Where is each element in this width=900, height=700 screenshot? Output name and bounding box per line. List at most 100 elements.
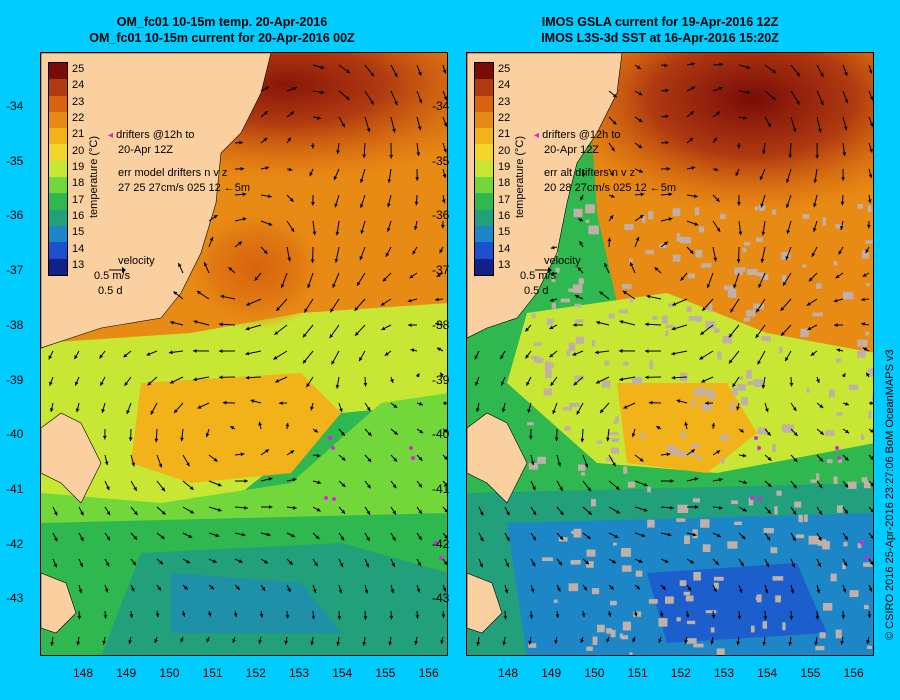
missing-data-pixel — [681, 430, 685, 440]
current-vector-head — [340, 536, 345, 541]
right-error-stats: err alt drifters n v z 20 28 27cm/s 025 … — [544, 166, 676, 196]
colorbar-segment — [49, 111, 67, 129]
current-vector-head — [639, 457, 644, 462]
current-vector-head — [442, 69, 447, 74]
current-vector-head — [689, 249, 694, 254]
current-vector-head — [596, 320, 600, 325]
current-vector-head — [862, 347, 867, 352]
current-vector-head — [393, 457, 398, 462]
current-vector-head — [572, 352, 577, 356]
left-green-band — [41, 393, 447, 533]
colorbar-tick-label: 23 — [498, 95, 511, 108]
current-vector-head — [761, 384, 766, 389]
current-vector-head — [869, 122, 873, 127]
missing-data-pixel — [652, 315, 658, 320]
latitude-tick-label: -35 — [432, 153, 450, 168]
missing-data-pixel — [724, 285, 734, 291]
missing-data-pixel — [861, 477, 868, 483]
missing-data-pixel — [531, 313, 536, 319]
missing-data-pixel — [705, 610, 717, 614]
latitude-tick-label: -42 — [6, 536, 24, 551]
current-vector-head — [844, 509, 848, 514]
current-vector-head — [219, 375, 223, 380]
current-vector-head — [503, 615, 508, 620]
current-vector-head — [694, 505, 699, 509]
current-vector-head — [756, 308, 760, 313]
missing-data-pixel — [528, 462, 538, 470]
current-vector-head — [419, 402, 423, 406]
missing-data-pixel — [686, 306, 692, 313]
current-vector-head — [474, 355, 479, 360]
current-vector-head — [702, 306, 707, 311]
current-vector-head — [638, 144, 643, 149]
current-vector-head — [441, 199, 446, 204]
current-vector-head — [240, 452, 245, 457]
missing-data-pixel — [857, 339, 868, 347]
current-vector-head — [79, 563, 84, 568]
current-vector-head — [844, 71, 848, 76]
missing-data-pixel — [610, 600, 617, 606]
missing-data-pixel — [585, 219, 590, 223]
current-vector-head — [658, 638, 662, 643]
current-vector-head — [341, 483, 346, 487]
current-vector-head — [415, 373, 420, 378]
current-vector-head — [413, 226, 418, 230]
right-map-svg — [467, 53, 873, 655]
current-vector-head — [363, 616, 368, 620]
current-vector-head — [340, 431, 345, 436]
missing-data-pixel — [857, 203, 864, 209]
missing-data-pixel — [560, 298, 571, 303]
missing-data-pixel — [601, 380, 611, 388]
missing-data-pixel — [588, 225, 599, 235]
current-vector-head — [416, 152, 421, 156]
current-vector-head — [506, 511, 510, 516]
current-vector-head — [261, 586, 266, 591]
right-current-arrows — [474, 62, 873, 646]
current-vector-head — [418, 99, 423, 104]
current-vector-head — [417, 562, 421, 567]
right-map-panel — [466, 52, 874, 656]
current-vector-head — [763, 616, 768, 620]
missing-data-pixel — [833, 261, 838, 266]
missing-data-pixel — [621, 284, 632, 289]
longitude-tick-label: 154 — [332, 666, 353, 680]
current-vector-head — [80, 537, 84, 542]
current-vector-head — [284, 640, 289, 645]
latitude-tick-label: -40 — [6, 427, 24, 442]
current-vector-head — [360, 229, 365, 234]
current-vector-head — [389, 154, 394, 159]
missing-data-pixel — [658, 618, 668, 627]
current-vector-head — [362, 641, 367, 646]
missing-data-pixel — [692, 529, 698, 539]
left-vel-scale-text: 0.5 m/s — [94, 270, 131, 282]
current-vector-head — [711, 614, 716, 619]
current-vector-head — [716, 227, 721, 232]
missing-data-pixel — [631, 376, 643, 384]
current-vector — [442, 532, 447, 539]
missing-data-pixel — [645, 250, 654, 255]
current-vector-head — [792, 406, 797, 411]
missing-data-pixel — [545, 369, 552, 379]
current-vector-head — [385, 252, 390, 257]
left-title-line2: OM_fc01 10-15m current for 20-Apr-2016 0… — [89, 31, 355, 45]
current-vector-head — [838, 250, 843, 255]
current-vector-head — [212, 559, 217, 563]
current-vector-head — [435, 322, 440, 327]
right-land — [467, 53, 623, 339]
colorbar-tick-label: 16 — [498, 209, 511, 222]
current-vector-head — [604, 263, 608, 268]
missing-data-pixel — [734, 267, 743, 275]
colorbar-tick-label: 24 — [72, 79, 85, 92]
current-vector-head — [310, 406, 314, 411]
colorbar-tick-label: 18 — [72, 177, 85, 190]
current-vector-head — [292, 477, 297, 482]
missing-data-pixel — [647, 486, 651, 493]
current-vector-head — [694, 477, 699, 481]
colorbar-segment — [475, 225, 493, 243]
missing-data-pixel — [717, 351, 722, 360]
current-vector-head — [684, 421, 688, 426]
missing-data-pixel — [641, 432, 645, 440]
current-vector-head — [611, 147, 615, 152]
current-vector-head — [587, 487, 591, 492]
current-vector-head — [792, 128, 797, 132]
